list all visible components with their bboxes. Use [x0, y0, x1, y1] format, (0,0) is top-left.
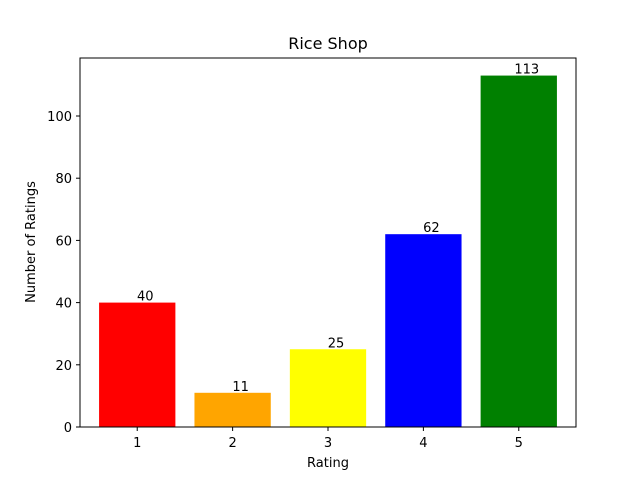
bar-rating-1 [99, 302, 176, 427]
x-axis-ticks: 1 2 3 4 5 [133, 427, 523, 451]
x-tick-label: 3 [324, 436, 332, 451]
value-label-rating-1: 40 [137, 290, 154, 305]
value-label-rating-5: 113 [514, 63, 539, 78]
x-axis-label: Rating [307, 456, 349, 471]
bar-rating-2 [194, 392, 271, 427]
plot-frame [79, 57, 577, 428]
y-tick-label: 60 [55, 234, 72, 249]
chart-title: Rice Shop [288, 34, 368, 53]
value-label-rating-2: 11 [232, 380, 249, 395]
y-axis-ticks: 0 20 40 60 80 100 [47, 110, 80, 436]
x-tick-label: 1 [133, 436, 141, 451]
y-axis-label: Number of Ratings [24, 181, 39, 303]
y-tick-label: 20 [55, 359, 72, 374]
y-tick-label: 40 [55, 297, 72, 312]
y-tick-label: 100 [47, 110, 72, 125]
value-label-rating-4: 62 [423, 221, 440, 236]
bars-group [99, 75, 557, 428]
y-tick-label: 0 [64, 421, 72, 436]
value-label-rating-3: 25 [328, 336, 345, 351]
x-tick-label: 2 [228, 436, 236, 451]
y-tick-label: 80 [55, 172, 72, 187]
bar-rating-5 [480, 75, 557, 428]
x-tick-label: 4 [419, 436, 427, 451]
x-tick-label: 5 [515, 436, 523, 451]
value-labels-group: 40 11 25 62 113 [137, 63, 539, 395]
bar-rating-4 [385, 234, 462, 427]
bar-rating-3 [289, 349, 367, 427]
